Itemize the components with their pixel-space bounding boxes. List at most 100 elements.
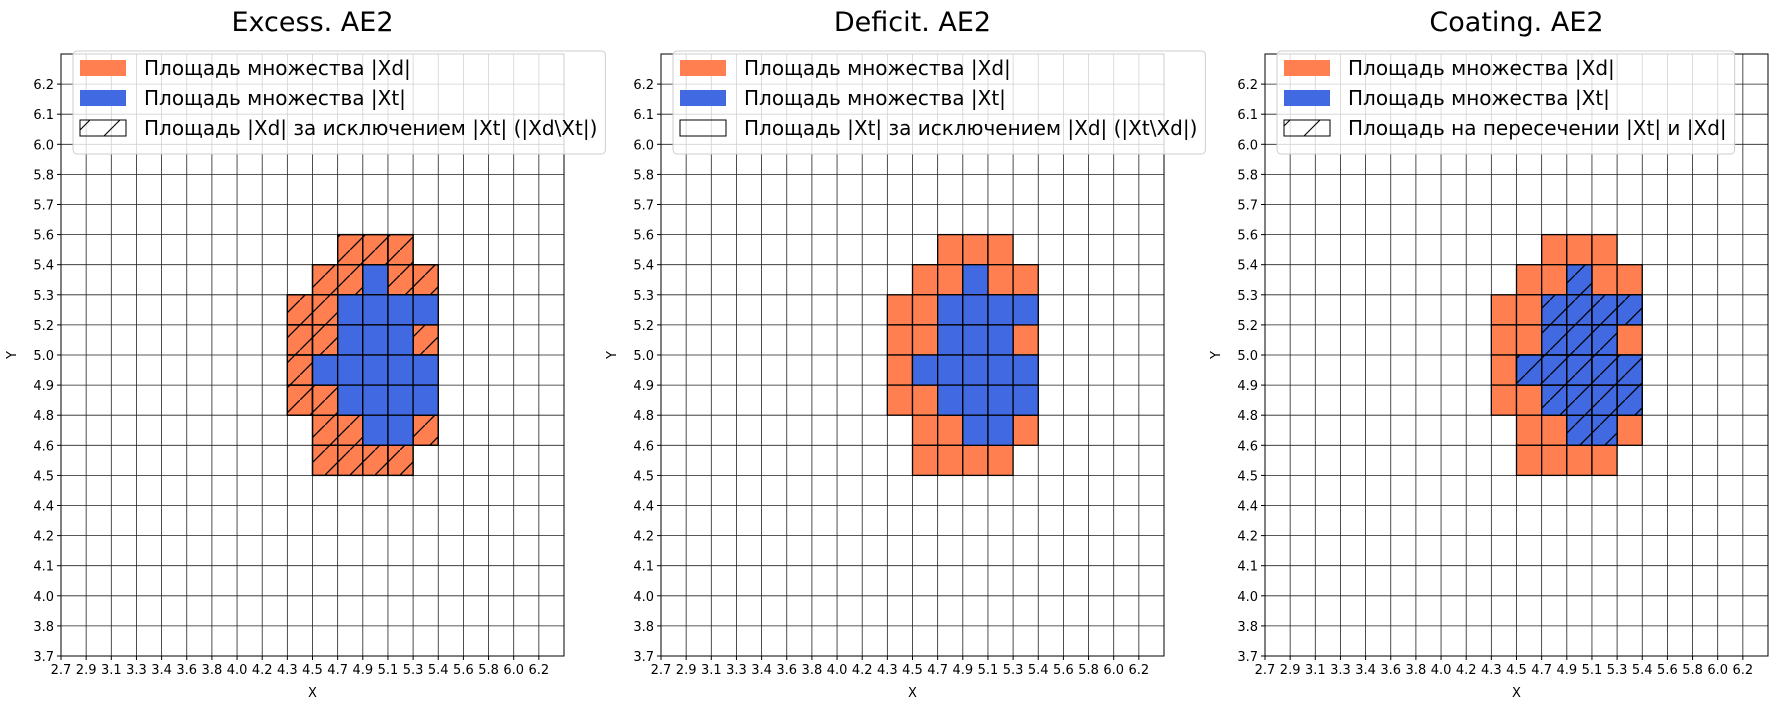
y-tick-label: 5.6: [633, 229, 654, 244]
cell-xd: [987, 233, 1014, 266]
cell-xd: [1616, 414, 1643, 446]
cell-hatched: [311, 264, 339, 296]
cell-hatched: [1566, 414, 1593, 446]
y-tick-label: 5.7: [33, 199, 54, 214]
cell-hatched: [1541, 294, 1568, 326]
y-tick-label: 4.5: [33, 469, 54, 484]
cell-hatched: [1591, 294, 1618, 326]
x-tick-label: 6.2: [1129, 663, 1150, 678]
x-tick-label: 4.9: [1556, 663, 1577, 678]
cell-xt: [412, 354, 439, 386]
y-axis-label: Y: [1209, 351, 1224, 360]
cell-xd: [1616, 324, 1643, 356]
cell-xd: [1566, 233, 1593, 266]
x-tick-label: 6.0: [503, 663, 524, 678]
legend: Площадь множества |Xd| Площадь множества …: [72, 50, 606, 155]
y-tick-label: 4.0: [33, 590, 54, 605]
x-tick-label: 5.8: [1078, 663, 1099, 678]
y-tick-label: 5.7: [633, 199, 654, 214]
cell-xt: [336, 294, 364, 326]
cell-hatched: [362, 444, 389, 477]
cell-xd: [1490, 294, 1518, 326]
y-tick-label: 5.8: [33, 168, 54, 183]
x-tick-label: 5.3: [1607, 663, 1628, 678]
x-tick-label: 4.0: [1431, 663, 1452, 678]
y-tick-label: 6.0: [633, 138, 654, 153]
y-tick-label: 6.2: [633, 78, 654, 93]
legend-item: Площадь множества |Xt|: [1284, 86, 1610, 110]
x-tick-label: 6.2: [1733, 663, 1754, 678]
x-tick-label: 4.3: [277, 663, 298, 678]
cell-xt: [962, 324, 989, 356]
y-tick-label: 6.2: [33, 78, 54, 93]
x-tick-label: 4.7: [927, 663, 948, 678]
x-tick-label: 4.2: [1456, 663, 1477, 678]
y-tick-label: 4.9: [633, 379, 654, 394]
subplot-3: 2.7 2.9 3.1 3.3 3.4 3.6 3.8 4.0 4.2 4.3 4.5 4.7 4.9 5…: [1209, 7, 1769, 701]
cell-xt: [1012, 384, 1039, 416]
cell-hatched: [286, 384, 314, 416]
cell-xd: [937, 264, 964, 296]
cell-xd: [1012, 324, 1039, 356]
x-axis-label: X: [1512, 686, 1521, 701]
y-tick-label: 4.2: [1237, 530, 1258, 545]
x-tick-label: 4.0: [827, 663, 848, 678]
legend-swatch: [680, 60, 726, 76]
x-tick-label: 3.6: [1380, 663, 1401, 678]
cell-hatched: [1591, 384, 1618, 416]
y-tick-label: 4.8: [633, 409, 654, 424]
y-tick-label: 4.0: [633, 590, 654, 605]
legend-label: Площадь множества |Xt|: [144, 86, 406, 110]
cell-xt: [362, 294, 389, 326]
legend: Площадь множества |Xd| Площадь множества …: [672, 50, 1206, 155]
x-tick-label: 5.4: [1632, 663, 1653, 678]
x-tick-label: 5.1: [378, 663, 399, 678]
legend-item: Площадь |Xt| за исключением |Xd| (|Xt\Xd…: [679, 116, 1197, 140]
cell-hatched: [311, 324, 339, 356]
cell-xt: [962, 294, 989, 326]
cell-xd: [911, 414, 939, 446]
cell-xt: [336, 384, 364, 416]
cell-xt: [387, 354, 414, 386]
cell-xd: [1490, 384, 1518, 416]
x-tick-label: 3.4: [151, 663, 172, 678]
cell-xt: [362, 324, 389, 356]
cell-hatched: [387, 233, 414, 266]
cell-xt: [987, 414, 1014, 446]
legend-swatch: [1284, 60, 1330, 76]
chart-title: Coating. AE2: [1429, 7, 1603, 38]
cell-xt: [962, 414, 989, 446]
cell-xd: [962, 444, 989, 477]
cell-hatched: [412, 414, 439, 446]
x-tick-label: 5.6: [1053, 663, 1074, 678]
y-tick-label: 4.2: [633, 530, 654, 545]
x-tick-label: 4.5: [302, 663, 323, 678]
y-tick-label: 4.5: [633, 469, 654, 484]
cell-xt: [987, 384, 1014, 416]
cell-hatched: [1616, 294, 1643, 326]
x-tick-label: 5.6: [453, 663, 474, 678]
chart-title: Deficit. AE2: [834, 7, 991, 38]
y-tick-label: 5.2: [33, 319, 54, 334]
x-tick-label: 4.3: [1481, 663, 1502, 678]
x-tick-label: 3.1: [701, 663, 722, 678]
cell-xt: [987, 354, 1014, 386]
y-tick-label: 5.0: [1237, 349, 1258, 364]
x-tick-label: 2.7: [51, 663, 72, 678]
x-tick-label: 3.6: [176, 663, 197, 678]
x-tick-label: 4.0: [227, 663, 248, 678]
y-tick-label: 3.8: [1237, 620, 1258, 635]
x-axis-label: X: [908, 686, 917, 701]
x-tick-label: 4.2: [852, 663, 873, 678]
x-tick-label: 3.8: [1406, 663, 1427, 678]
cell-xd: [1012, 414, 1039, 446]
cell-hatched: [1566, 324, 1593, 356]
y-tick-label: 5.2: [633, 319, 654, 334]
x-tick-label: 4.9: [352, 663, 373, 678]
x-tick-label: 6.0: [1103, 663, 1124, 678]
cell-hatched: [286, 294, 314, 326]
legend-swatch: [80, 60, 126, 76]
cell-hatched: [387, 444, 414, 477]
y-tick-label: 5.8: [1237, 168, 1258, 183]
